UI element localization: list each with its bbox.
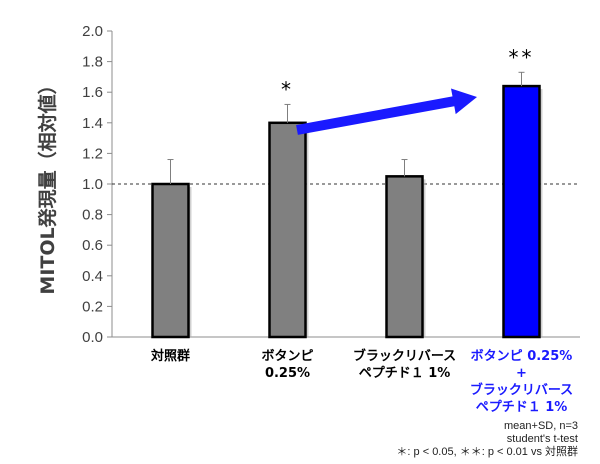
category-label: ボタンピ 0.25%	[471, 348, 573, 364]
y-tick-label: 1.2	[82, 145, 103, 162]
category-label: 対照群	[150, 348, 190, 364]
y-tick-label: 0.4	[82, 268, 103, 285]
y-tick-label: 0.8	[82, 207, 103, 224]
y-tick-label: 0.0	[82, 329, 103, 346]
category-label: 0.25%	[265, 366, 310, 381]
y-tick-label: 0.6	[82, 237, 103, 254]
statistics-notes: mean+SD, n=3 student's t-test ＊: p < 0.0…	[396, 420, 578, 459]
category-label: +	[516, 366, 527, 381]
category-label: ペプチド１ 1%	[476, 400, 568, 415]
y-tick-label: 1.4	[82, 115, 103, 132]
notes-line-2: student's t-test	[506, 433, 578, 445]
bar	[151, 182, 190, 339]
arrow-shape	[296, 88, 477, 135]
notes-line-3: ＊: p < 0.05, ＊＊: p < 0.01 vs 対照群	[396, 446, 578, 458]
notes-line-1: mean+SD, n=3	[504, 420, 578, 432]
y-tick-label: 1.8	[82, 54, 103, 71]
category-label: ブラックリバース	[470, 382, 573, 398]
bar	[502, 84, 541, 339]
y-tick-label: 1.0	[82, 176, 103, 193]
error-bars	[167, 71, 525, 184]
y-tick-label: 1.6	[82, 84, 103, 101]
category-label: ペプチド１ 1%	[359, 366, 451, 381]
significance-marks: ***	[281, 45, 535, 101]
category-label: ボタンピ	[261, 348, 313, 364]
bars	[151, 84, 543, 339]
y-tick-label: 0.2	[82, 298, 103, 315]
category-label: ブラックリバース	[353, 348, 456, 364]
y-axis: 0.0 0.2 0.4 0.6 0.8 1.0 1.2 1.4 1.6 1.8 2.0	[82, 23, 580, 346]
bar	[268, 121, 307, 339]
y-tick-label: 2.0	[82, 23, 103, 40]
significance-mark: **	[509, 45, 535, 69]
increase-arrow	[296, 88, 477, 135]
significance-mark: *	[281, 77, 294, 101]
bar	[385, 175, 424, 339]
y-axis-label: MITOL発現量（相対値）	[36, 75, 59, 294]
